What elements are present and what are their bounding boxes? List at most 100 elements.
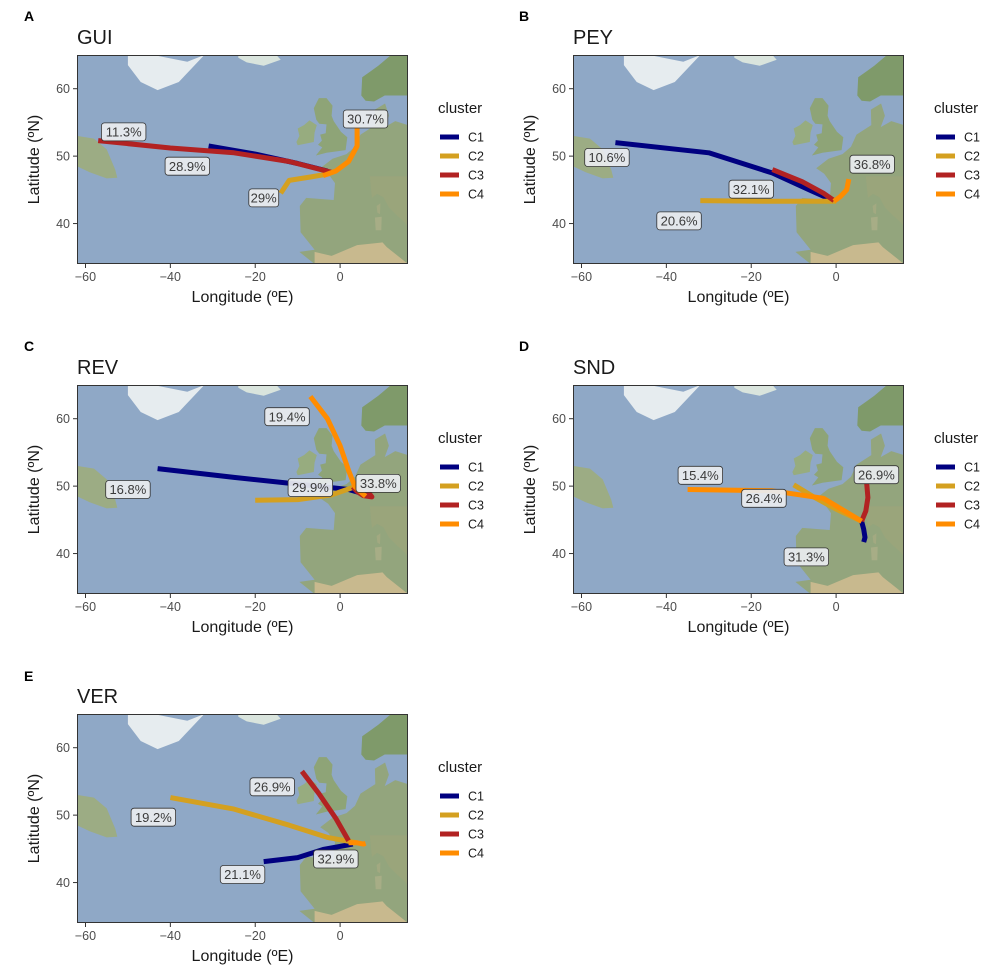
britain-land: [809, 98, 844, 156]
y-axis-title: Latitude (ºN): [26, 445, 43, 534]
data-label-c4: 15.4%: [677, 465, 723, 485]
y-axis-title: Latitude (ºN): [522, 445, 539, 534]
legend-label-c3: C3: [468, 169, 484, 183]
data-label-box: [248, 188, 280, 208]
data-label-text: 36.8%: [854, 157, 891, 172]
sardinia-land: [374, 875, 382, 890]
series-line-c2: [700, 198, 837, 204]
newfoundland-land: [77, 794, 118, 838]
iceland-land: [734, 385, 777, 396]
data-label-c1: 31.3%: [783, 547, 829, 567]
data-label-text: 21.1%: [224, 867, 261, 882]
data-label-text: 33.8%: [360, 476, 397, 491]
y-axis-title: Latitude (ºN): [26, 774, 43, 863]
legend-label-c4: C4: [468, 518, 484, 532]
data-label-text: 30.7%: [347, 112, 384, 127]
data-label-c4: 19.4%: [264, 407, 310, 427]
legend-label-c4: C4: [964, 188, 980, 202]
series-line-c1: [263, 841, 354, 865]
panel-title: SND: [573, 357, 615, 379]
corsica-land: [376, 203, 381, 215]
data-label-box: [741, 488, 787, 508]
y-tick-label: 40: [552, 217, 566, 231]
iceland-land: [238, 55, 281, 66]
data-label-text: 11.3%: [106, 125, 142, 140]
series-line-c4: [832, 178, 852, 204]
data-label-c3: 26.9%: [853, 465, 900, 485]
series-line-c3: [97, 138, 333, 175]
data-label-text: 16.8%: [109, 482, 146, 497]
x-tick-label: 0: [833, 270, 840, 284]
data-label-c1: 10.6%: [584, 148, 630, 167]
y-tick-label: 60: [56, 741, 70, 755]
legend-title: cluster: [934, 430, 978, 447]
y-tick-label: 50: [56, 480, 70, 494]
europe-land: [795, 385, 904, 594]
data-label-c2: 29%: [248, 188, 280, 208]
data-label-box: [219, 865, 266, 884]
data-label-box: [105, 480, 151, 499]
legend-title: cluster: [438, 100, 482, 117]
y-axis-title: Latitude (ºN): [26, 115, 43, 204]
africa-land: [314, 242, 408, 264]
series-line-c4: [687, 487, 863, 524]
series-line-c1: [615, 140, 833, 203]
legend-label-c2: C2: [964, 480, 980, 494]
series-line-c2: [169, 795, 358, 846]
x-tick-label: −40: [656, 270, 677, 284]
plot-border: [573, 385, 904, 594]
legend-label-c1: C1: [964, 131, 980, 145]
italy-land: [369, 835, 408, 886]
data-label-text: 32.9%: [317, 852, 354, 867]
legend-label-c1: C1: [964, 461, 980, 475]
ireland-land: [296, 120, 317, 146]
norway-land: [361, 55, 408, 102]
y-tick-label: 40: [552, 547, 566, 561]
data-label-c2: 29.9%: [287, 478, 334, 497]
italy-land: [369, 176, 408, 227]
series-line-c4: [348, 840, 367, 847]
data-label-c1: 11.3%: [101, 122, 147, 142]
sardinia-land: [870, 546, 878, 561]
y-tick-label: 60: [56, 412, 70, 426]
x-tick-label: −20: [245, 270, 266, 284]
map-background: [77, 714, 408, 923]
data-label-box: [101, 122, 147, 142]
x-axis-title: Longitude (ºE): [192, 948, 294, 965]
legend-label-c3: C3: [964, 499, 980, 513]
corsica-land: [376, 862, 381, 874]
data-label-c3: 28.9%: [164, 156, 211, 176]
norway-land: [857, 385, 904, 432]
y-tick-label: 50: [56, 809, 70, 823]
series-line-c3: [859, 483, 871, 523]
y-tick-label: 50: [56, 150, 70, 164]
legend: cluster C1 C2 C3 C4: [934, 430, 980, 532]
greenland-land: [623, 55, 701, 91]
data-label-text: 19.2%: [135, 810, 172, 825]
data-label-c3: 32.1%: [728, 179, 774, 199]
data-label-box: [853, 465, 900, 485]
data-label-text: 29%: [251, 191, 277, 206]
data-label-box: [584, 148, 630, 167]
x-tick-label: −20: [245, 929, 266, 943]
x-tick-label: −20: [741, 270, 762, 284]
norway-land: [361, 385, 408, 432]
newfoundland-land: [77, 135, 118, 179]
x-tick-label: 0: [337, 270, 344, 284]
x-tick-label: −40: [160, 929, 181, 943]
y-tick-label: 60: [56, 82, 70, 96]
data-label-c4: 30.7%: [342, 109, 389, 129]
x-tick-label: −60: [75, 929, 96, 943]
ireland-land: [296, 450, 317, 476]
panel-title: VER: [77, 686, 118, 708]
series-line-c4: [322, 125, 360, 179]
britain-land: [809, 428, 844, 486]
data-label-box: [130, 807, 177, 827]
africa-land: [314, 572, 408, 594]
x-tick-label: −60: [571, 600, 592, 614]
x-tick-label: 0: [337, 600, 344, 614]
plot-border: [77, 55, 408, 264]
italy-land: [369, 506, 408, 557]
panel-title: GUI: [77, 27, 113, 49]
